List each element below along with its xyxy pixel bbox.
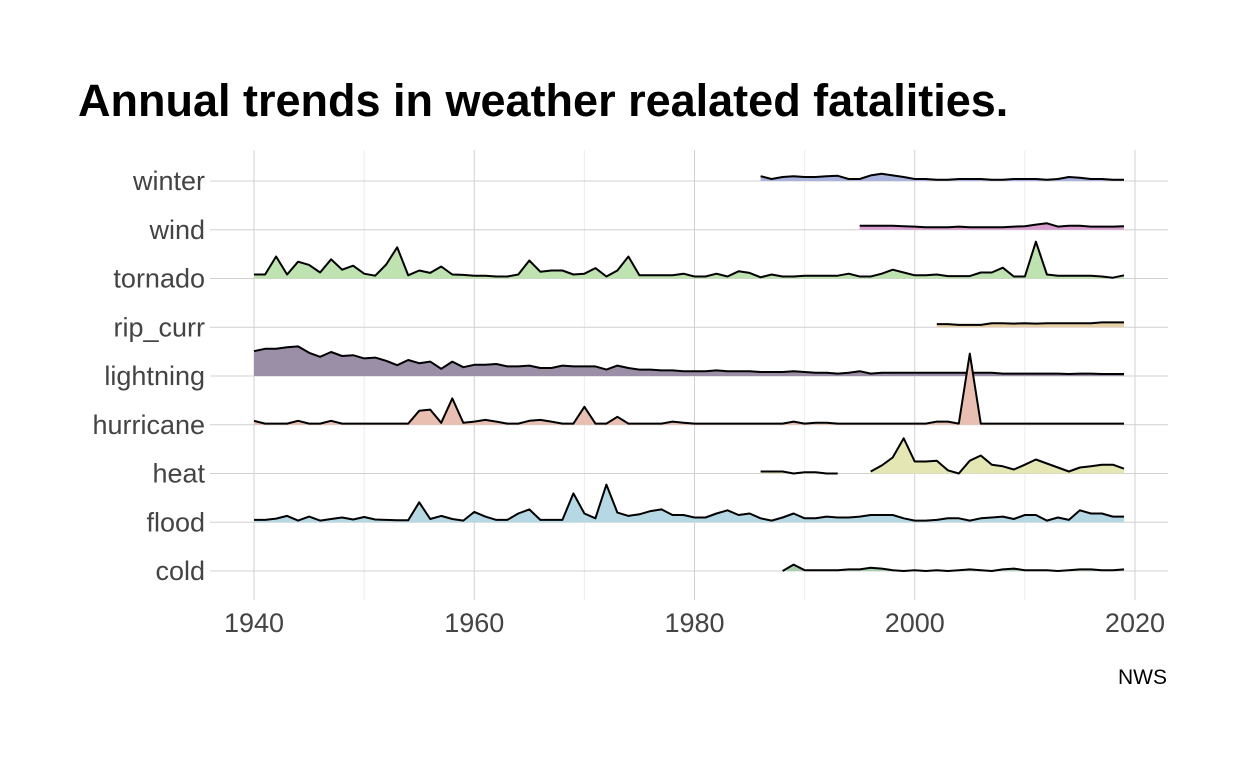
ridge-line-cold	[782, 563, 1125, 572]
y-tick-label: tornado	[113, 264, 205, 294]
ridge-area-tornado	[254, 241, 1124, 279]
ridge-line-tornado	[254, 240, 1125, 279]
x-tick-label: 2000	[885, 608, 945, 638]
ridge-winter	[760, 172, 1124, 181]
ridge-area-cold	[782, 564, 1124, 571]
ridge-cold	[782, 563, 1125, 572]
ridge-area-heat	[870, 438, 1124, 474]
ridges	[253, 172, 1125, 572]
ridge-heat	[760, 437, 1125, 475]
caption: NWS	[1118, 666, 1167, 689]
ridge-line-flood	[254, 483, 1124, 522]
x-axis-labels: 1940 1960 1980 2000 2020	[224, 608, 1165, 638]
y-tick-label: heat	[152, 459, 205, 489]
x-tick-label: 1940	[224, 608, 284, 638]
chart-title: Annual trends in weather realated fatali…	[78, 75, 1008, 126]
y-tick-label: wind	[148, 215, 205, 245]
ridge-tornado	[254, 240, 1125, 279]
y-tick-label: hurricane	[92, 410, 205, 440]
ridge-line-heat	[760, 470, 838, 475]
x-tick-label: 2020	[1105, 608, 1165, 638]
y-tick-label: rip_curr	[113, 312, 205, 342]
ridge-line-hurricane	[253, 352, 1124, 425]
ridge-area-lightning	[254, 346, 1124, 376]
y-axis-labels: winter wind tornado rip_curr lightning hurric…	[92, 166, 205, 586]
ridge-hurricane	[253, 352, 1124, 425]
ridge-rip_curr	[936, 321, 1124, 328]
y-tick-label: lightning	[104, 361, 205, 391]
y-tick-label: winter	[132, 166, 205, 196]
x-tick-label: 1980	[664, 608, 724, 638]
ridge-line-heat	[870, 437, 1125, 475]
ridge-flood	[254, 483, 1124, 523]
ridge-lightning	[253, 345, 1124, 376]
ridge-wind	[859, 222, 1125, 230]
ridge-line-wind	[859, 222, 1125, 229]
x-tick-label: 1960	[444, 608, 504, 638]
ridge-line-rip_curr	[936, 321, 1124, 326]
y-tick-label: cold	[155, 556, 205, 586]
ridge-line-winter	[760, 172, 1124, 181]
y-tick-label: flood	[146, 507, 205, 537]
ridge-line-lightning	[253, 345, 1124, 375]
